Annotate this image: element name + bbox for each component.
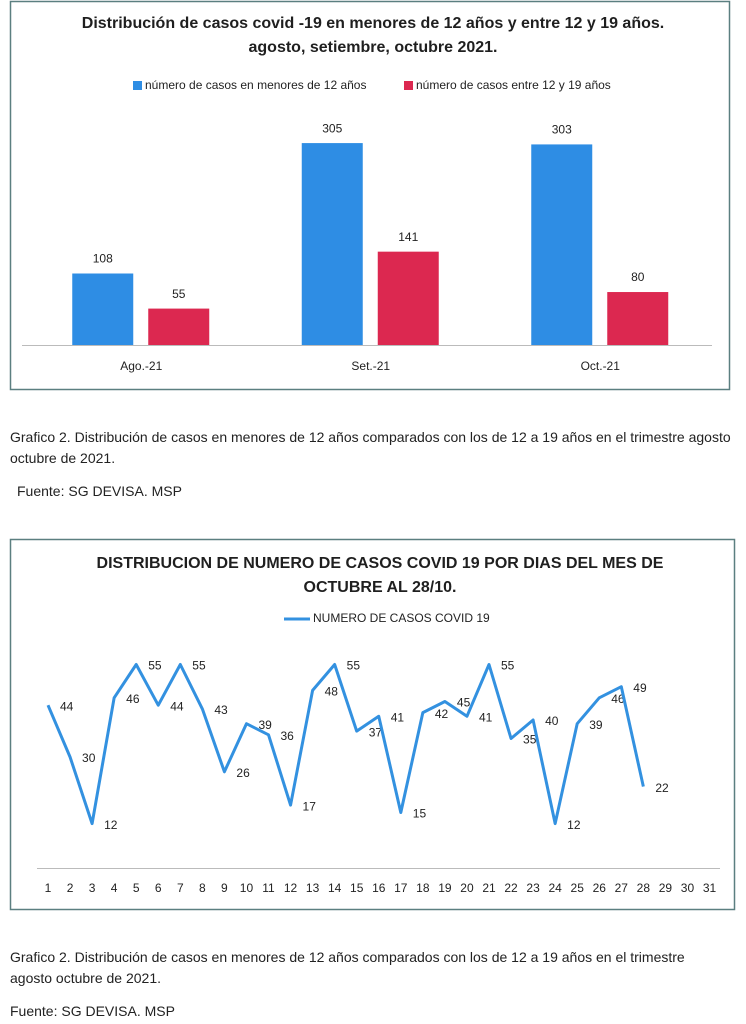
x-tick-label: 13 bbox=[306, 881, 320, 895]
caption: Grafico 2. Distribución de casos en meno… bbox=[10, 949, 685, 986]
x-tick-label: 8 bbox=[199, 881, 206, 895]
x-tick-label: 31 bbox=[703, 881, 717, 895]
value-label: 17 bbox=[303, 799, 317, 813]
value-label: 15 bbox=[413, 807, 427, 821]
x-tick-label: 11 bbox=[262, 881, 275, 895]
value-label: 35 bbox=[523, 733, 537, 747]
x-tick-label: Oct.-21 bbox=[581, 359, 621, 373]
value-label: 80 bbox=[631, 270, 645, 284]
x-tick-label: 20 bbox=[460, 881, 474, 895]
value-label: 12 bbox=[104, 818, 118, 832]
x-tick-label: 4 bbox=[111, 881, 118, 895]
x-tick-label: Ago.-21 bbox=[120, 359, 162, 373]
source: Fuente: SG DEVISA. MSP bbox=[10, 1003, 175, 1019]
value-label: 41 bbox=[391, 710, 405, 724]
value-label: 141 bbox=[398, 230, 418, 244]
x-tick-label: 6 bbox=[155, 881, 162, 895]
value-label: 42 bbox=[435, 707, 449, 721]
value-label: 41 bbox=[479, 710, 493, 724]
value-label: 26 bbox=[236, 766, 250, 780]
x-tick-label: 2 bbox=[67, 881, 74, 895]
x-tick-label: 28 bbox=[637, 881, 651, 895]
value-label: 36 bbox=[281, 729, 295, 743]
value-label: 55 bbox=[172, 287, 186, 301]
x-tick-label: Set.-21 bbox=[351, 359, 390, 373]
caption: Grafico 2. Distribución de casos en meno… bbox=[10, 429, 731, 466]
x-tick-label: 1 bbox=[45, 881, 52, 895]
value-label: 39 bbox=[589, 718, 603, 732]
value-label: 46 bbox=[126, 692, 140, 706]
x-tick-label: 10 bbox=[240, 881, 254, 895]
x-tick-label: 19 bbox=[438, 881, 452, 895]
bar bbox=[531, 144, 593, 345]
value-label: 39 bbox=[258, 718, 272, 732]
chart-title: DISTRIBUCION DE NUMERO DE CASOS COVID 19… bbox=[96, 555, 664, 596]
x-tick-label: 29 bbox=[659, 881, 673, 895]
value-label: 43 bbox=[214, 703, 228, 717]
value-label: 48 bbox=[325, 685, 339, 699]
value-label: 49 bbox=[633, 681, 647, 695]
x-tick-label: 17 bbox=[394, 881, 408, 895]
x-tick-label: 3 bbox=[89, 881, 96, 895]
x-tick-label: 26 bbox=[593, 881, 607, 895]
legend-swatch bbox=[404, 81, 413, 90]
chart-frame bbox=[9, 538, 736, 911]
x-tick-label: 15 bbox=[350, 881, 364, 895]
value-label: 55 bbox=[347, 659, 361, 673]
value-label: 44 bbox=[60, 699, 74, 713]
value-label: 108 bbox=[93, 252, 113, 266]
legend-swatch bbox=[133, 81, 142, 90]
x-tick-label: 7 bbox=[177, 881, 184, 895]
value-label: 303 bbox=[552, 123, 572, 137]
x-tick-label: 22 bbox=[504, 881, 518, 895]
value-label: 37 bbox=[369, 725, 383, 739]
value-label: 55 bbox=[148, 659, 162, 673]
legend-label: número de casos en menores de 12 años bbox=[145, 78, 366, 92]
x-tick-label: 16 bbox=[372, 881, 386, 895]
value-label: 40 bbox=[545, 714, 559, 728]
x-tick-label: 23 bbox=[526, 881, 540, 895]
value-label: 305 bbox=[322, 121, 342, 135]
x-tick-label: 30 bbox=[681, 881, 695, 895]
line bbox=[46, 663, 645, 826]
legend-label: NUMERO DE CASOS COVID 19 bbox=[313, 611, 490, 625]
bar bbox=[301, 143, 363, 345]
value-label: 12 bbox=[567, 818, 581, 832]
x-tick-label: 14 bbox=[328, 881, 342, 895]
value-label: 46 bbox=[611, 692, 625, 706]
x-tick-label: 12 bbox=[284, 881, 298, 895]
x-tick-label: 18 bbox=[416, 881, 430, 895]
bar bbox=[607, 292, 669, 345]
bar bbox=[148, 308, 210, 345]
value-label: 30 bbox=[82, 751, 96, 765]
value-label: 55 bbox=[192, 659, 206, 673]
x-tick-label: 27 bbox=[615, 881, 629, 895]
value-label: 55 bbox=[501, 659, 515, 673]
chart-frame bbox=[9, 0, 731, 391]
value-label: 44 bbox=[170, 699, 184, 713]
value-label: 45 bbox=[457, 696, 471, 710]
x-tick-label: 25 bbox=[571, 881, 585, 895]
source: Fuente: SG DEVISA. MSP bbox=[17, 483, 182, 499]
value-label: 22 bbox=[655, 781, 669, 795]
x-tick-label: 5 bbox=[133, 881, 140, 895]
legend-label: número de casos entre 12 y 19 años bbox=[416, 78, 611, 92]
x-tick-label: 24 bbox=[548, 881, 562, 895]
bar bbox=[377, 251, 439, 345]
chart-title: Distribución de casos covid -19 en menor… bbox=[81, 15, 665, 56]
x-tick-label: 9 bbox=[221, 881, 228, 895]
bar bbox=[72, 273, 134, 345]
x-tick-label: 21 bbox=[482, 881, 496, 895]
